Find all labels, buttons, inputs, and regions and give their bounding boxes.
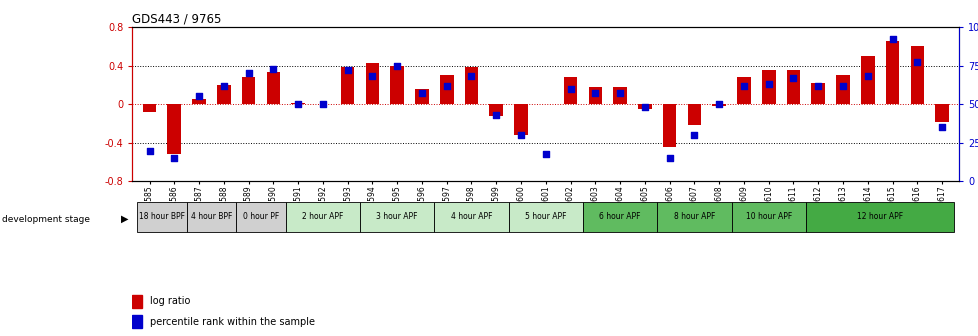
Bar — [513, 104, 527, 135]
Bar — [582, 202, 656, 232]
Bar — [217, 85, 231, 104]
Bar — [656, 202, 731, 232]
Bar — [132, 295, 142, 308]
Bar — [286, 202, 360, 232]
Text: 12 hour APF: 12 hour APF — [856, 212, 903, 221]
Text: 4 hour APF: 4 hour APF — [450, 212, 492, 221]
Text: 5 hour APF: 5 hour APF — [524, 212, 566, 221]
Point — [587, 91, 602, 96]
Bar — [242, 77, 255, 104]
Bar — [638, 104, 651, 109]
Bar — [236, 202, 286, 232]
Bar — [662, 104, 676, 146]
Point — [512, 132, 528, 138]
Text: 6 hour APF: 6 hour APF — [599, 212, 641, 221]
Bar — [736, 77, 750, 104]
Text: 8 hour APF: 8 hour APF — [673, 212, 714, 221]
Bar — [712, 104, 726, 106]
Point — [686, 132, 701, 138]
Bar — [187, 202, 236, 232]
Point — [562, 86, 578, 91]
Point — [611, 91, 627, 96]
Bar — [415, 89, 428, 104]
Point — [290, 101, 306, 107]
Bar — [786, 70, 799, 104]
Point — [537, 151, 553, 156]
Text: 0 hour PF: 0 hour PF — [243, 212, 279, 221]
Point — [810, 83, 825, 88]
Bar — [731, 202, 805, 232]
Point — [760, 81, 776, 87]
Bar — [489, 104, 503, 116]
Point — [241, 71, 256, 76]
Point — [265, 66, 281, 71]
Bar — [291, 103, 304, 104]
Bar — [137, 202, 187, 232]
Point — [859, 74, 874, 79]
Bar — [465, 68, 478, 104]
Bar — [143, 104, 156, 112]
Point — [414, 91, 429, 96]
Text: 4 hour BPF: 4 hour BPF — [191, 212, 232, 221]
Bar — [885, 41, 899, 104]
Bar — [811, 83, 824, 104]
Point — [784, 75, 800, 81]
Text: 18 hour BPF: 18 hour BPF — [139, 212, 185, 221]
Bar — [132, 315, 142, 328]
Bar — [434, 202, 509, 232]
Text: 2 hour APF: 2 hour APF — [302, 212, 343, 221]
Text: 10 hour APF: 10 hour APF — [745, 212, 791, 221]
Bar — [910, 46, 923, 104]
Point — [142, 148, 157, 153]
Text: percentile rank within the sample: percentile rank within the sample — [151, 317, 315, 327]
Point — [315, 101, 331, 107]
Bar — [439, 75, 453, 104]
Point — [834, 83, 850, 88]
Point — [364, 74, 379, 79]
Point — [933, 125, 949, 130]
Bar — [612, 87, 626, 104]
Point — [661, 156, 677, 161]
Bar — [509, 202, 582, 232]
Text: log ratio: log ratio — [151, 296, 191, 306]
Bar — [167, 104, 181, 155]
Bar — [761, 70, 775, 104]
Point — [464, 74, 479, 79]
Text: GDS443 / 9765: GDS443 / 9765 — [132, 13, 221, 26]
Bar — [563, 77, 577, 104]
Point — [909, 60, 924, 65]
Point — [488, 112, 504, 118]
Point — [884, 37, 900, 42]
Bar — [687, 104, 700, 125]
Text: 3 hour APF: 3 hour APF — [377, 212, 418, 221]
Bar — [588, 87, 601, 104]
Bar — [390, 66, 404, 104]
Point — [166, 156, 182, 161]
Bar — [805, 202, 954, 232]
Point — [438, 83, 454, 88]
Text: ▶: ▶ — [121, 214, 129, 224]
Bar — [835, 75, 849, 104]
Text: development stage: development stage — [2, 215, 90, 223]
Bar — [860, 56, 873, 104]
Bar — [360, 202, 434, 232]
Bar — [192, 99, 205, 104]
Bar — [340, 68, 354, 104]
Point — [389, 63, 405, 68]
Point — [339, 68, 355, 73]
Bar — [365, 62, 378, 104]
Point — [711, 101, 727, 107]
Point — [637, 104, 652, 110]
Bar — [266, 72, 280, 104]
Bar — [934, 104, 948, 122]
Point — [735, 83, 751, 88]
Point — [191, 94, 206, 99]
Point — [216, 83, 232, 88]
